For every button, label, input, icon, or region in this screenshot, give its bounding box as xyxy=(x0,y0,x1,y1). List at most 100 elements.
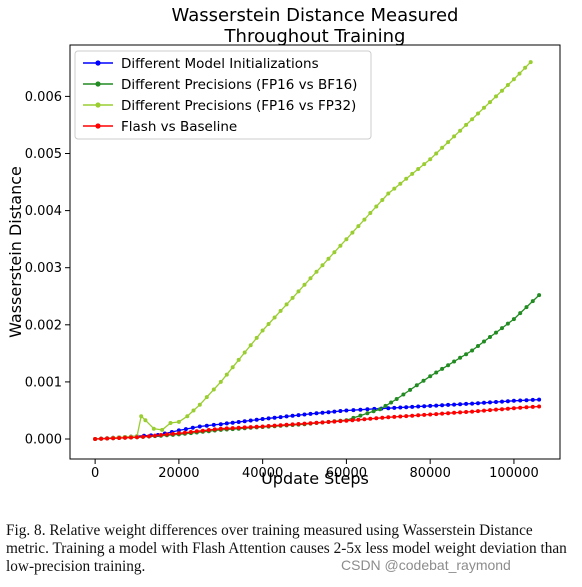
y-tick-label: 0.002 xyxy=(25,318,62,333)
data-point xyxy=(326,420,331,424)
data-point xyxy=(422,162,427,167)
data-point xyxy=(105,436,110,441)
data-point xyxy=(248,425,253,430)
data-point xyxy=(518,405,523,410)
data-point xyxy=(242,350,247,355)
series-line xyxy=(95,294,540,440)
data-point xyxy=(377,407,382,412)
data-point xyxy=(530,397,535,402)
data-point xyxy=(380,415,385,420)
data-point xyxy=(338,409,343,413)
data-point xyxy=(517,71,522,76)
data-point xyxy=(296,422,301,426)
data-point xyxy=(464,352,469,357)
data-point xyxy=(314,269,319,274)
legend-marker xyxy=(95,102,101,108)
data-point xyxy=(434,403,439,408)
x-tick-label: 100000 xyxy=(489,466,539,481)
legend: Different Model Initializations Different… xyxy=(74,50,372,140)
data-point xyxy=(394,397,399,401)
chart-title-line-2: Throughout Training xyxy=(224,26,406,47)
legend-marker xyxy=(95,60,101,66)
series-2 xyxy=(93,293,542,441)
x-axis-label: Update Steps xyxy=(261,469,369,488)
data-point xyxy=(446,140,451,145)
data-point xyxy=(308,411,313,416)
data-point xyxy=(482,339,486,344)
data-point xyxy=(537,397,542,402)
data-point xyxy=(197,424,202,429)
data-point xyxy=(440,411,445,416)
data-point xyxy=(254,335,259,340)
data-point xyxy=(488,335,492,339)
data-point xyxy=(408,387,413,392)
data-point xyxy=(476,111,480,116)
data-point xyxy=(338,243,343,248)
data-point xyxy=(164,432,169,437)
data-point xyxy=(260,424,265,429)
legend-label: Different Precisions (FP16 vs BF16) xyxy=(121,77,357,93)
data-point xyxy=(230,365,235,370)
data-point xyxy=(446,411,451,416)
data-point xyxy=(434,151,439,156)
data-point xyxy=(494,407,498,412)
data-point xyxy=(123,435,127,440)
data-point xyxy=(398,181,403,186)
data-point xyxy=(183,427,188,432)
data-point xyxy=(470,409,475,414)
data-point xyxy=(410,171,415,176)
data-point xyxy=(135,435,139,440)
data-point xyxy=(398,414,403,419)
data-point xyxy=(326,410,331,415)
data-point xyxy=(153,433,157,438)
data-point xyxy=(422,412,427,417)
data-point xyxy=(302,412,307,417)
data-point xyxy=(206,428,211,432)
x-axis-ticks: 0 20000 40000 60000 80000 100000 xyxy=(91,459,539,481)
data-point xyxy=(176,431,181,436)
data-point xyxy=(204,423,209,428)
data-point xyxy=(488,100,492,105)
data-point xyxy=(392,414,397,419)
data-point xyxy=(494,400,498,404)
data-point xyxy=(464,401,469,406)
data-point xyxy=(389,400,394,405)
data-point xyxy=(272,315,277,320)
data-point xyxy=(410,413,415,418)
data-point xyxy=(139,414,144,419)
data-point xyxy=(368,416,373,421)
data-point xyxy=(111,436,116,441)
data-point xyxy=(236,425,241,430)
data-point xyxy=(284,422,289,427)
data-point xyxy=(392,405,397,410)
data-point xyxy=(284,302,289,307)
data-point xyxy=(218,422,223,427)
data-point xyxy=(416,167,421,171)
watermark: CSDN @codebat_raymond xyxy=(341,557,511,573)
data-point xyxy=(191,408,196,413)
data-point xyxy=(356,417,361,422)
data-point xyxy=(452,134,457,139)
data-point xyxy=(494,330,498,335)
data-point xyxy=(218,426,223,431)
data-point xyxy=(326,256,331,261)
data-point xyxy=(511,77,516,82)
data-point xyxy=(518,311,523,316)
x-tick-label: 0 xyxy=(91,466,99,481)
data-point xyxy=(356,224,361,229)
data-point xyxy=(537,293,542,298)
data-point xyxy=(158,433,163,437)
data-point xyxy=(260,417,265,421)
data-point xyxy=(151,426,156,431)
data-point xyxy=(200,428,205,433)
data-point xyxy=(350,418,355,423)
data-point xyxy=(266,416,271,421)
data-point xyxy=(404,176,409,181)
data-point xyxy=(494,94,498,99)
y-tick-label: 0.003 xyxy=(25,261,62,276)
data-point xyxy=(374,204,379,209)
data-point xyxy=(505,321,510,326)
data-point xyxy=(524,405,529,410)
data-point xyxy=(416,404,421,409)
data-point xyxy=(99,436,104,441)
